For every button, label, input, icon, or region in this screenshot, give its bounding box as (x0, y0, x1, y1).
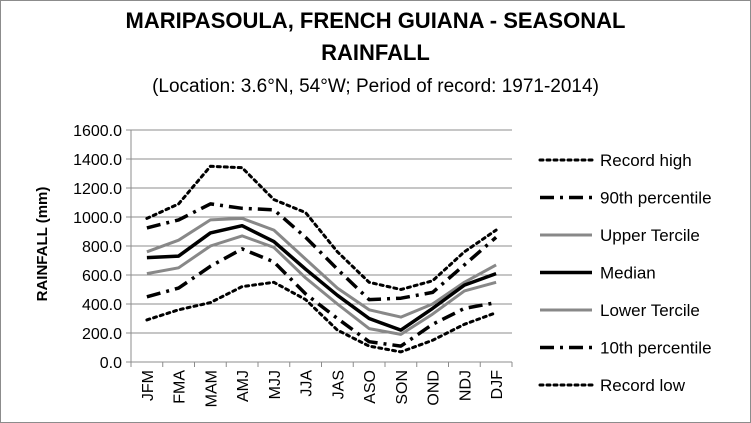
series-line-90th-percentile (146, 202, 498, 302)
x-tick-label: AMJ (235, 370, 252, 402)
y-tick-label: 0.0 (100, 355, 122, 372)
x-tick-label: MAM (203, 370, 220, 407)
legend-label: Record high (600, 151, 692, 170)
y-tick-label: 1200.0 (73, 181, 122, 198)
x-tick-label: JFM (140, 370, 157, 401)
y-tick-label: 200.0 (82, 326, 122, 343)
x-tick-label: ASO (362, 370, 379, 404)
x-tick-label: DJF (489, 370, 506, 400)
series-line-record-low (145, 280, 498, 354)
y-tick-label: 1000.0 (73, 210, 122, 227)
y-axis-label: RAINFALL (mm) (34, 187, 51, 302)
series-line-lower-tercile (146, 234, 497, 336)
y-tick-label: 400.0 (82, 297, 122, 314)
x-tick-label: JAS (330, 370, 347, 399)
gridlines (131, 129, 512, 363)
x-tick-label: FMA (172, 370, 189, 404)
y-tick-label: 600.0 (82, 268, 122, 285)
y-tick-label: 1600.0 (73, 123, 122, 140)
series-line-record-high (145, 164, 498, 291)
x-tick-label: SON (394, 370, 411, 405)
series-line-upper-tercile (146, 216, 497, 319)
chart-title: MARIPASOULA, FRENCH GUIANA - SEASONAL (125, 8, 626, 33)
legend: Record high 90th percentile Upper Tercile M… (538, 151, 712, 395)
legend-label: Lower Tercile (600, 301, 700, 320)
y-axis: 0.0 200.0 400.0 600.0 800.0 1000.0 1200.0 1400.… (73, 123, 132, 372)
legend-label: Median (600, 264, 656, 283)
legend-label: 10th percentile (600, 339, 712, 358)
series-lines (145, 164, 498, 354)
legend-label: 90th percentile (600, 189, 712, 208)
x-tick-label: NDJ (457, 370, 474, 401)
legend-label: Upper Tercile (600, 226, 700, 245)
x-axis: JFM FMA MAM AMJ MJJ JJA JAS ASO SON OND NDJ DJF (130, 361, 513, 407)
chart-title-line2: RAINFALL (321, 40, 430, 65)
x-tick-label: OND (426, 370, 443, 406)
x-tick-label: MJJ (267, 370, 284, 399)
y-tick-label: 1400.0 (73, 152, 122, 169)
series-line-median (146, 223, 497, 332)
x-tick-label: JJA (299, 370, 316, 397)
legend-label: Record low (600, 376, 686, 395)
y-tick-label: 800.0 (82, 239, 122, 256)
chart-subtitle: (Location: 3.6°N, 54°W; Period of record… (152, 76, 599, 97)
series-line-10th-percentile (146, 247, 497, 348)
